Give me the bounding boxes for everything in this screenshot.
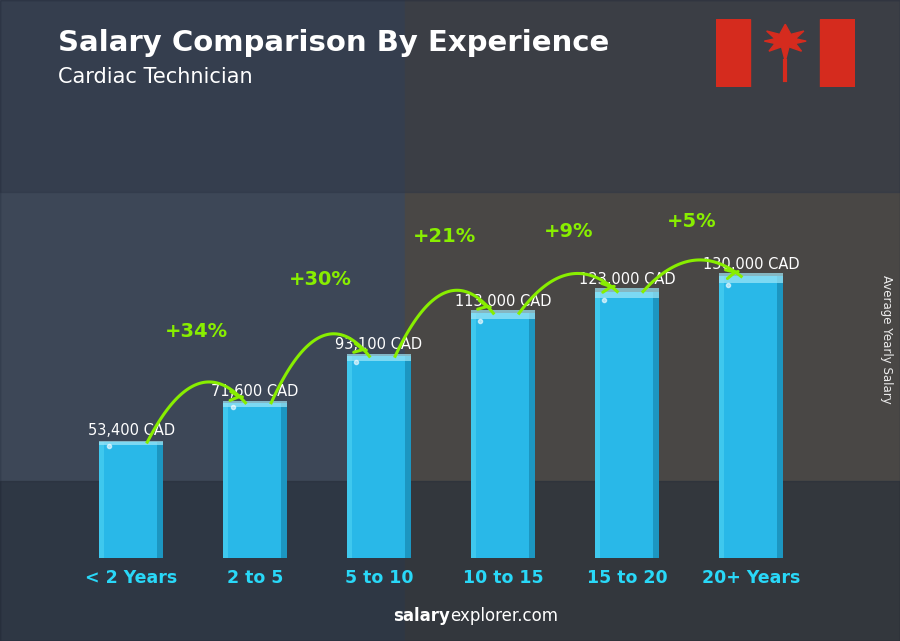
Bar [346,356,411,558]
Text: Cardiac Technician: Cardiac Technician [58,67,253,87]
Bar [471,310,536,319]
Text: +9%: +9% [544,222,593,241]
Bar [0,0,900,192]
Bar [718,273,783,283]
Bar [716,19,751,87]
Text: 71,600 CAD: 71,600 CAD [212,383,299,399]
Text: explorer.com: explorer.com [450,607,558,625]
Bar [223,403,287,558]
Text: 130,000 CAD: 130,000 CAD [703,257,799,272]
Bar [718,276,783,558]
Bar [595,292,659,558]
Bar [528,313,536,558]
Bar [346,356,352,558]
Bar [718,276,724,558]
Polygon shape [764,24,806,62]
Bar [223,401,287,406]
Bar [595,292,599,558]
Bar [471,313,536,558]
Bar [595,288,659,298]
Text: 53,400 CAD: 53,400 CAD [87,423,175,438]
Bar [405,0,900,641]
Text: salary: salary [393,607,450,625]
Bar [0,0,405,641]
Text: +30%: +30% [289,270,352,289]
Bar [820,19,855,87]
Text: Average Yearly Salary: Average Yearly Salary [880,276,893,404]
Text: 123,000 CAD: 123,000 CAD [579,272,675,287]
Text: 113,000 CAD: 113,000 CAD [454,294,551,309]
Text: +21%: +21% [412,227,476,246]
Bar [777,276,783,558]
Bar [99,442,104,558]
Bar [281,403,287,558]
Bar [99,441,164,445]
Bar [652,292,659,558]
Bar [405,356,411,558]
Bar [223,403,228,558]
Bar [99,442,164,558]
Bar [471,313,476,558]
Bar [0,481,900,641]
Text: 93,100 CAD: 93,100 CAD [336,337,423,352]
Bar [346,354,411,362]
Text: +5%: +5% [667,212,717,231]
Text: Salary Comparison By Experience: Salary Comparison By Experience [58,29,610,57]
Bar [157,442,164,558]
Text: +34%: +34% [165,322,228,341]
